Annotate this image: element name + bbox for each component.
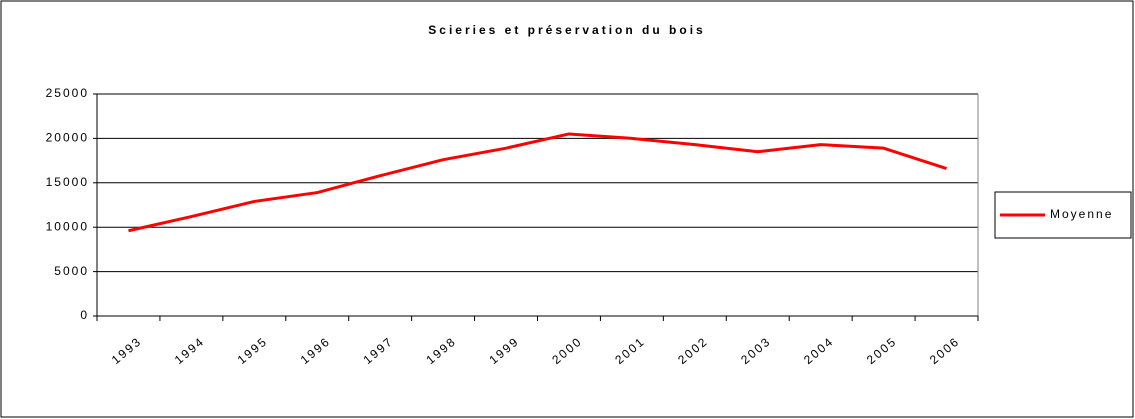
- y-tick-label: 15000: [46, 175, 89, 189]
- legend-label: Moyenne: [1050, 207, 1113, 221]
- y-tick-label: 5000: [54, 264, 89, 278]
- y-tick-label: 25000: [46, 86, 89, 100]
- y-tick-label: 0: [80, 308, 89, 322]
- chart-title: Scieries et préservation du bois: [428, 23, 705, 37]
- data-line: [128, 132, 947, 233]
- y-tick-label: 10000: [46, 219, 89, 233]
- y-tick-label: 20000: [46, 131, 89, 145]
